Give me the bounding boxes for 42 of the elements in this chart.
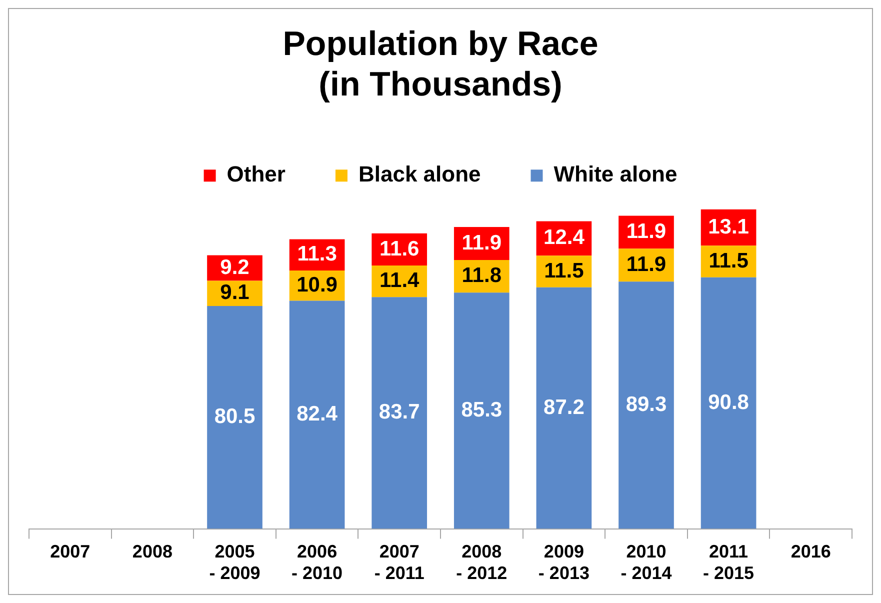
x-tick-label: 2006 - 2010 <box>292 542 343 584</box>
x-tick-label: 2011 - 2015 <box>703 542 754 584</box>
bar <box>207 306 262 529</box>
data-label: 89.3 <box>626 392 667 416</box>
legend-label: Black alone <box>358 162 481 187</box>
bar <box>618 282 674 529</box>
bar <box>289 300 345 529</box>
x-tick-label: 2007 - 2011 <box>374 542 424 584</box>
data-label: 11.6 <box>379 237 420 260</box>
bar <box>700 277 756 529</box>
data-label: 11.9 <box>626 220 666 243</box>
data-label: 13.1 <box>708 215 750 238</box>
data-label: 83.7 <box>378 400 420 424</box>
data-label: 87.2 <box>544 396 584 419</box>
chart-title: Population by Race (in Thousands) <box>282 24 598 104</box>
data-label: 82.4 <box>296 402 338 426</box>
legend-label: White alone <box>554 162 678 187</box>
data-label: 11.8 <box>462 264 502 288</box>
x-tick-label: 2010 - 2014 <box>620 542 672 584</box>
data-label: 10.9 <box>296 273 338 296</box>
data-label: 11.5 <box>544 259 584 282</box>
data-label: 85.3 <box>461 398 502 422</box>
data-label: 9.2 <box>220 256 250 279</box>
x-tick-label: 2008 <box>132 542 172 562</box>
x-tick-label: 2005 - 2009 <box>209 542 260 584</box>
data-label: 12.4 <box>544 226 585 250</box>
bar <box>536 287 592 529</box>
data-label: 90.8 <box>708 390 750 414</box>
data-label: 9.1 <box>220 281 250 304</box>
bar <box>454 292 510 529</box>
data-label: 11.9 <box>462 231 502 254</box>
bar <box>372 297 428 529</box>
x-tick-label: 2016 <box>790 542 831 562</box>
data-label: 11.3 <box>297 242 337 266</box>
x-tick-label: 2008 - 2012 <box>456 542 508 584</box>
data-label: 11.4 <box>379 269 420 292</box>
legend-label: Other <box>226 162 286 187</box>
x-tick-label: 2009 - 2013 <box>538 542 590 584</box>
data-label: 11.9 <box>626 252 666 276</box>
data-label: 11.5 <box>708 249 749 272</box>
data-label: 80.5 <box>214 405 256 428</box>
x-tick-label: 2007 <box>50 542 90 562</box>
